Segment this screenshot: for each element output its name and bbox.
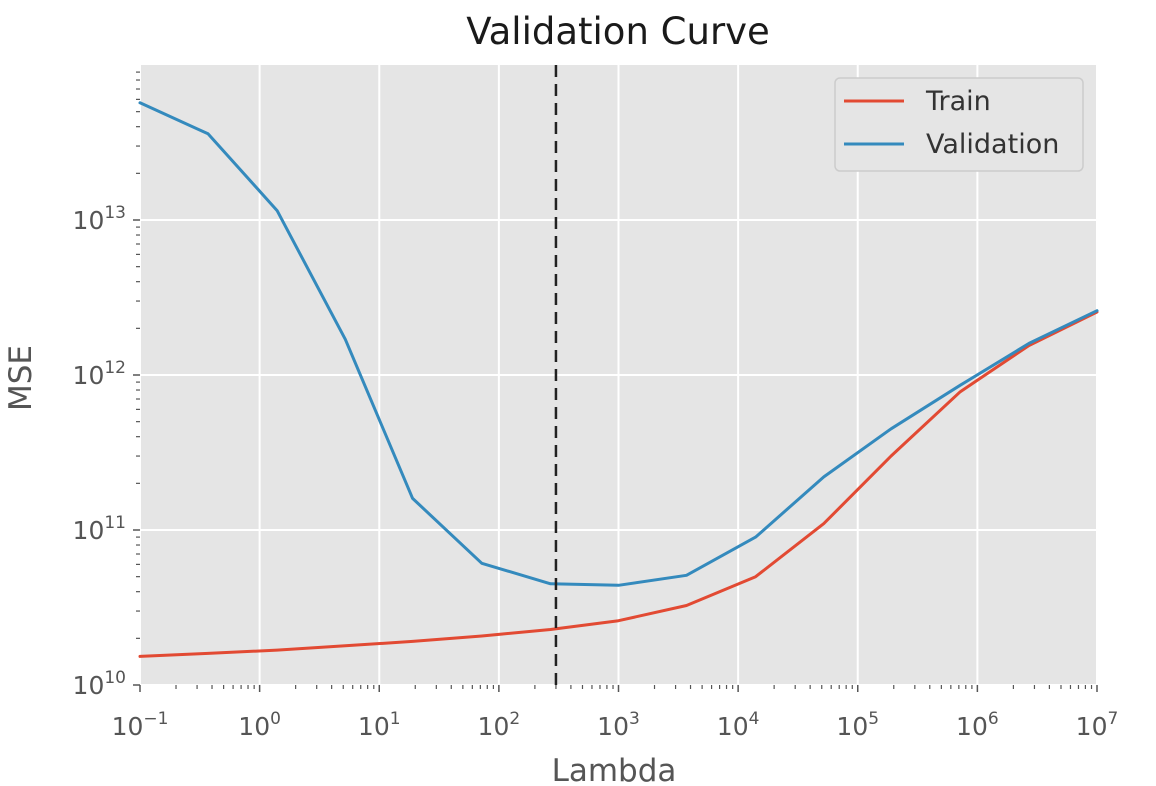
y-tick-labels: 1010 1011 1012 1013 <box>73 203 140 700</box>
legend-train-label: Train <box>925 86 991 117</box>
x-tick-label: 103 <box>597 709 640 741</box>
y-tick-label: 1012 <box>73 358 126 390</box>
x-tick-label: 101 <box>358 709 401 741</box>
x-axis-label: Lambda <box>552 753 677 786</box>
x-tick-labels: 10−1 100 101 102 103 104 105 106 107 <box>112 685 1119 741</box>
chart-title: Validation Curve <box>466 10 770 53</box>
x-tick-label: 100 <box>238 709 281 741</box>
x-tick-label: 104 <box>717 709 760 741</box>
series-layer <box>138 101 1099 658</box>
legend: Train Validation <box>834 77 1084 172</box>
x-tick-label: 105 <box>836 709 879 741</box>
x-tick-label: 107 <box>1076 709 1119 741</box>
x-tick-label: 10−1 <box>112 709 169 741</box>
legend-validation-label: Validation <box>926 129 1059 160</box>
minor-ticks <box>136 71 1093 689</box>
series-line-train <box>138 310 1099 658</box>
y-tick-label: 1013 <box>73 203 126 235</box>
y-axis-label: MSE <box>3 345 39 411</box>
x-tick-label: 106 <box>956 709 999 741</box>
y-tick-label: 1011 <box>73 513 126 545</box>
x-tick-label: 102 <box>478 709 521 741</box>
series-line-validation <box>138 101 1099 587</box>
y-tick-label: 1010 <box>73 668 126 700</box>
